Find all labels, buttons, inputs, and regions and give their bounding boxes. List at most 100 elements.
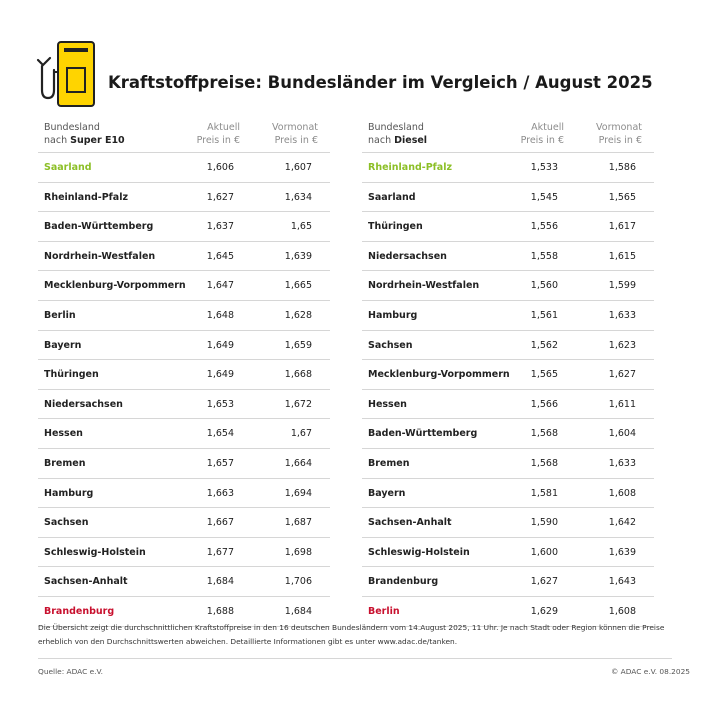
current-price: 1,566 (530, 398, 558, 410)
table-row: Niedersachsen 1,558 1,615 (362, 242, 654, 272)
table-row: Sachsen-Anhalt 1,684 1,706 (38, 567, 330, 597)
current-price: 1,561 (530, 309, 558, 321)
state-name: Mecklenburg-Vorpommern (368, 369, 510, 381)
previous-price: 1,634 (284, 191, 312, 203)
current-price: 1,649 (206, 339, 234, 351)
diesel-previous-header-line1: Vormonat (596, 122, 642, 133)
e10-current-header-line1: Aktuell (207, 122, 240, 133)
previous-price: 1,643 (608, 576, 636, 588)
state-name: Baden-Württemberg (368, 428, 478, 440)
previous-price: 1,639 (284, 250, 312, 262)
state-name: Saarland (44, 162, 92, 173)
previous-price: 1,607 (284, 162, 312, 173)
table-row: Bayern 1,649 1,659 (38, 331, 330, 361)
diesel-state-header: Bundesland nach Diesel (368, 122, 427, 147)
table-row: Nordrhein-Westfalen 1,560 1,599 (362, 271, 654, 301)
table-row: Baden-Württemberg 1,568 1,604 (362, 419, 654, 449)
state-name: Niedersachsen (44, 398, 123, 410)
diesel-fuel-label: Diesel (394, 134, 428, 146)
page-title: Kraftstoffpreise: Bundesländer im Vergle… (108, 73, 653, 92)
state-name: Rheinland-Pfalz (44, 191, 129, 203)
table-row: Bremen 1,657 1,664 (38, 449, 330, 479)
e10-previous-header-line2: Preis in € (274, 134, 318, 146)
state-name: Bremen (44, 457, 86, 469)
current-price: 1,556 (530, 221, 558, 233)
state-name: Sachsen (44, 517, 89, 529)
state-name: Bayern (368, 487, 406, 499)
previous-price: 1,698 (284, 546, 312, 558)
state-name: Niedersachsen (368, 250, 447, 262)
table-row: Rheinland-Pfalz 1,533 1,586 (362, 153, 654, 183)
previous-price: 1,665 (284, 280, 312, 292)
previous-price: 1,608 (608, 605, 636, 617)
table-row: Bayern 1,581 1,608 (362, 479, 654, 509)
table-row: Mecklenburg-Vorpommern 1,647 1,665 (38, 271, 330, 301)
table-row: Berlin 1,648 1,628 (38, 301, 330, 331)
table-row: Bremen 1,568 1,633 (362, 449, 654, 479)
current-price: 1,590 (530, 517, 558, 529)
table-row: Sachsen 1,667 1,687 (38, 508, 330, 538)
e10-previous-header-line1: Vormonat (272, 122, 318, 133)
current-price: 1,560 (530, 280, 558, 292)
current-price: 1,688 (206, 605, 234, 617)
e10-table: Bundesland nach Super E10 Aktuell Preis … (38, 118, 330, 627)
previous-price: 1,694 (284, 487, 312, 499)
current-price: 1,637 (206, 221, 234, 233)
e10-state-header-prefix: nach (44, 134, 71, 146)
state-name: Bremen (368, 457, 410, 469)
divider (38, 658, 672, 659)
current-price: 1,545 (530, 191, 558, 203)
current-price: 1,654 (206, 428, 234, 440)
e10-table-body: Saarland 1,606 1,607 Rheinland-Pfalz 1,627 1,… (38, 153, 330, 627)
current-price: 1,565 (530, 369, 558, 381)
state-name: Nordrhein-Westfalen (44, 250, 156, 262)
state-name: Schleswig-Holstein (44, 546, 146, 558)
table-row: Berlin 1,629 1,608 (362, 597, 654, 627)
previous-price: 1,586 (608, 162, 636, 173)
e10-current-header: Aktuell Preis in € (166, 122, 240, 147)
table-row: Schleswig-Holstein 1,600 1,639 (362, 538, 654, 568)
previous-price: 1,615 (608, 250, 636, 262)
state-name: Rheinland-Pfalz (368, 162, 453, 173)
state-name: Berlin (368, 605, 400, 617)
state-name: Thüringen (368, 221, 423, 233)
state-name: Nordrhein-Westfalen (368, 280, 480, 292)
current-price: 1,568 (530, 428, 558, 440)
previous-price: 1,65 (290, 221, 312, 233)
current-price: 1,606 (206, 162, 234, 173)
table-row: Rheinland-Pfalz 1,627 1,634 (38, 183, 330, 213)
e10-state-header: Bundesland nach Super E10 (44, 122, 125, 147)
previous-price: 1,664 (284, 457, 312, 469)
previous-price: 1,672 (284, 398, 312, 410)
table-row: Saarland 1,545 1,565 (362, 183, 654, 213)
current-price: 1,648 (206, 309, 234, 321)
e10-fuel-label: Super E10 (70, 134, 125, 146)
current-price: 1,558 (530, 250, 558, 262)
diesel-table-header: Bundesland nach Diesel Aktuell Preis in … (362, 118, 654, 153)
e10-state-header-line1: Bundesland (44, 122, 100, 133)
state-name: Hessen (44, 428, 83, 440)
state-name: Brandenburg (44, 605, 115, 617)
previous-price: 1,617 (608, 221, 636, 233)
table-row: Niedersachsen 1,653 1,672 (38, 390, 330, 420)
previous-price: 1,608 (608, 487, 636, 499)
state-name: Mecklenburg-Vorpommern (44, 280, 186, 292)
previous-price: 1,639 (608, 546, 636, 558)
state-name: Hessen (368, 398, 407, 410)
table-row: Brandenburg 1,688 1,684 (38, 597, 330, 627)
table-row: Sachsen 1,562 1,623 (362, 331, 654, 361)
previous-price: 1,604 (608, 428, 636, 440)
state-name: Thüringen (44, 369, 99, 381)
current-price: 1,657 (206, 457, 234, 469)
source-note: Quelle: ADAC e.V. (38, 667, 103, 676)
footnote: Die Übersicht zeigt die durchschnittlich… (38, 623, 665, 646)
diesel-current-header-line2: Preis in € (520, 134, 564, 146)
diesel-current-header: Aktuell Preis in € (490, 122, 564, 147)
previous-price: 1,611 (608, 398, 636, 410)
table-row: Sachsen-Anhalt 1,590 1,642 (362, 508, 654, 538)
previous-price: 1,627 (608, 369, 636, 381)
state-name: Baden-Württemberg (44, 221, 154, 233)
previous-price: 1,599 (608, 280, 636, 292)
table-row: Brandenburg 1,627 1,643 (362, 567, 654, 597)
